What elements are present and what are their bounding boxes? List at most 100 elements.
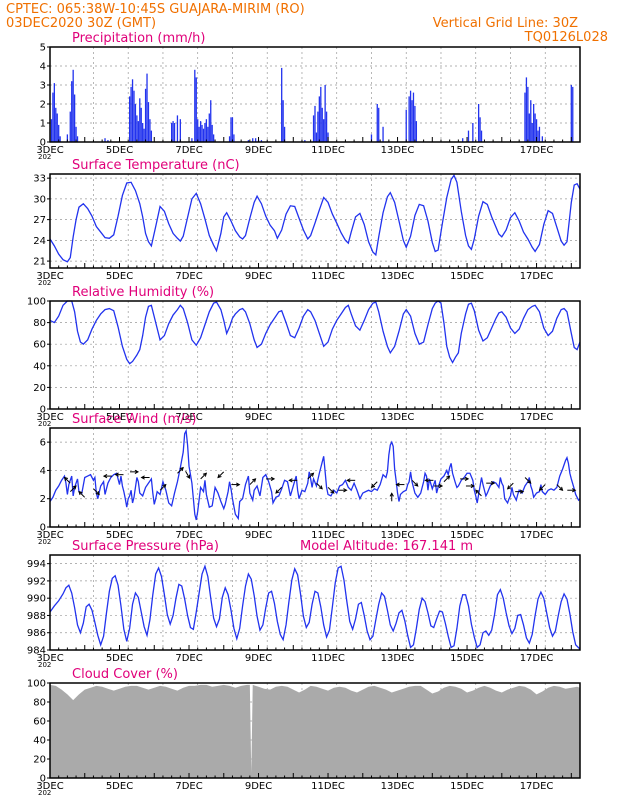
precipitation-bar (415, 121, 418, 142)
temperature-title: Surface Temperature (nC) (72, 158, 240, 173)
wind-arrow-shaft (78, 491, 86, 498)
pressure-title: Surface Pressure (hPa) (72, 539, 219, 554)
wind-arrow-shaft (307, 472, 314, 480)
precipitation-bar (143, 128, 145, 142)
precipitation-bar (149, 119, 151, 142)
wind-arrow-shaft (524, 477, 532, 484)
precipitation-ytick-label: 2 (40, 100, 46, 111)
precipitation-bar (107, 140, 109, 142)
temperature-xtick-label: 17DEC (520, 271, 554, 282)
precipitation-bar (199, 121, 202, 142)
wind-year-label: 202 (38, 538, 51, 546)
precipitation-ytick-label: 5 (40, 43, 46, 54)
precipitation-ytick-label: 3 (40, 81, 46, 92)
wind-arrow-head (318, 485, 323, 490)
wind-arrow (395, 482, 405, 487)
precipitation-bar (197, 119, 199, 142)
precipitation-panel: Precipitation (mm/h) 0 1 2 3 4 5 3DEC 5DEC 7DEC 9D… (36, 31, 581, 161)
cloud-xtick-label: 13DEC (381, 781, 415, 792)
precipitation-bar (128, 96, 131, 142)
precipitation-bar (228, 136, 231, 142)
wind-ytick-label: 2 (40, 494, 46, 505)
wind-arrow (443, 475, 451, 483)
wind-arrow (424, 478, 434, 483)
pressure-subtitle: Model Altitude: 167.141 m (300, 539, 473, 554)
humidity-ytick-label: 20 (33, 383, 46, 394)
temperature-frame (49, 173, 581, 269)
wind-xtick-label: 17DEC (520, 530, 554, 541)
precipitation-bar (139, 98, 141, 142)
cloud-xtick-label: 11DEC (311, 781, 345, 792)
temperature-xtick-label: 7DEC (175, 271, 202, 282)
precipitation-bar (136, 115, 138, 142)
wind-arrow-shaft (539, 484, 546, 491)
wind-arrow (140, 475, 150, 480)
precipitation-bar (411, 100, 413, 142)
wind-arrow (114, 472, 124, 477)
wind-arrow (346, 478, 356, 483)
wind-arrow (567, 488, 577, 493)
wind-xtick-label: 11DEC (311, 530, 345, 541)
precipitation-bar (312, 115, 315, 142)
wind-arrow (78, 490, 86, 498)
wind-arrow (524, 477, 532, 484)
pressure-xtick-label: 3DEC (36, 653, 63, 664)
precipitation-bar (325, 111, 328, 142)
wind-arrow (185, 470, 191, 480)
pressure-ytick-label: 984 (27, 646, 46, 657)
precipitation-bar (212, 134, 215, 142)
wind-arrow-head (140, 475, 145, 480)
wind-arrow-shaft (177, 467, 184, 474)
temperature-ytick-label: 27 (33, 215, 46, 226)
wind-arrow-head (288, 478, 293, 483)
wind-arrow-head (309, 472, 315, 477)
wind-arrow-head (236, 482, 241, 487)
humidity-xtick-label: 11DEC (311, 412, 345, 423)
wind-arrow-head (217, 474, 222, 479)
precipitation-ytick-label: 4 (40, 62, 46, 73)
precipitation-bar (179, 119, 181, 142)
humidity-year-label: 202 (38, 420, 51, 428)
temperature-xtick-label: 15DEC (450, 271, 484, 282)
wind-arrow-head (95, 490, 100, 496)
precipitation-bar (137, 121, 139, 142)
humidity-xtick-label: 3DEC (36, 412, 63, 423)
wind-frame (49, 427, 581, 528)
cloud-xtick-label: 3DEC (36, 781, 63, 792)
precipitation-xtick-label: 15DEC (450, 145, 484, 156)
precipitation-bar (66, 134, 69, 142)
wind-arrow-head (186, 474, 191, 480)
wind-arrow-shaft (275, 487, 282, 494)
wind-arrow-shaft (443, 475, 450, 483)
pressure-xtick-label: 11DEC (311, 653, 345, 664)
wind-arrow-shaft (200, 472, 207, 480)
precipitation-bar (130, 86, 132, 142)
wind-arrow (266, 476, 276, 482)
precipitation-bar (408, 96, 410, 142)
pressure-ytick-label: 986 (27, 628, 46, 639)
wind-xtick-label: 15DEC (450, 530, 484, 541)
wind-arrow (159, 483, 167, 491)
precipitation-bar (72, 69, 74, 142)
wind-arrow-head (162, 483, 167, 489)
precipitation-bar (207, 126, 209, 142)
precipitation-bar (541, 136, 544, 142)
wind-arrow-shaft (93, 488, 100, 495)
precipitation-bar (467, 130, 470, 142)
precipitation-bar (75, 126, 77, 142)
wind-arrow (486, 481, 496, 486)
precipitation-bar (462, 138, 464, 142)
wind-arrow-shaft (316, 482, 323, 490)
wind-arrow (63, 476, 71, 484)
humidity-xtick-label: 15DEC (450, 412, 484, 423)
precipitation-bar (146, 73, 148, 142)
cloud-ytick-label: 0 (40, 774, 46, 785)
precipitation-bar (572, 86, 574, 142)
temperature-xtick-label: 9DEC (245, 271, 272, 282)
precipitation-bar (198, 126, 200, 142)
humidity-line (49, 300, 581, 365)
humidity-ytick-label: 60 (33, 340, 46, 351)
precipitation-bar (318, 96, 320, 142)
precipitation-bar (73, 94, 76, 142)
